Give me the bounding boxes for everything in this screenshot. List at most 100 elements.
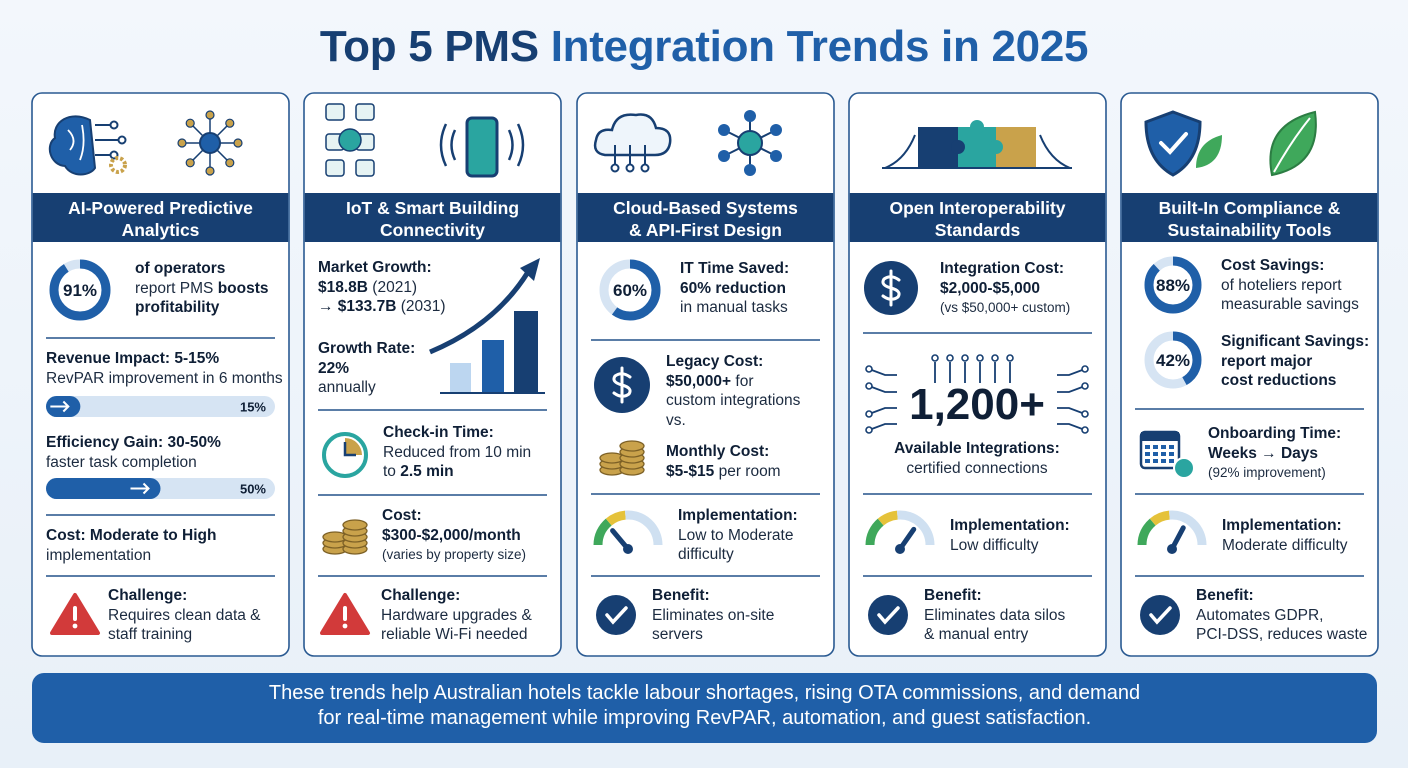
text-line: reliable Wi-Fi needed — [381, 625, 532, 645]
text: 60% reduction — [680, 279, 786, 297]
text: PCI-DSS, reduces waste — [1196, 626, 1368, 644]
text-block: Revenue Impact: 5-15% RevPAR improvement … — [46, 349, 283, 388]
text-line: of hoteliers report — [1221, 276, 1359, 296]
text-block: Cost Savings: of hoteliers report measurab… — [1221, 256, 1359, 315]
text-line: Benefit: — [652, 586, 774, 606]
text: implementation — [46, 546, 152, 564]
cloud-node — [640, 163, 650, 173]
text: report major — [1221, 352, 1313, 370]
wifi-arc — [439, 123, 448, 167]
bar-fill — [46, 478, 161, 499]
text-line: Eliminates on-site — [652, 606, 774, 626]
text: Implementation: — [678, 507, 798, 525]
text-line: measurable savings — [1221, 295, 1359, 315]
gear-icon — [109, 156, 127, 174]
text-line: Growth Rate: — [318, 339, 415, 359]
clock-fill — [345, 438, 362, 455]
chart-bar — [514, 311, 538, 393]
warning-mark — [343, 606, 347, 621]
text: Challenge: — [108, 587, 188, 605]
text-line: & API-First Design — [556, 220, 856, 242]
text-line: Eliminates data silos — [924, 606, 1065, 626]
cloud-node — [625, 163, 635, 173]
wifi-hub — [338, 128, 362, 152]
text-line: Moderate difficulty — [1222, 536, 1348, 556]
text-line: servers — [652, 625, 774, 645]
chart-bar — [482, 340, 504, 393]
text: in manual tasks — [680, 299, 788, 317]
text: reliable Wi-Fi needed — [381, 626, 528, 644]
circuit-end — [961, 354, 969, 362]
text-line: in manual tasks — [680, 298, 789, 318]
wifi-arc — [507, 129, 514, 161]
calendar-day — [1169, 445, 1174, 449]
text: (2031) — [396, 298, 446, 316]
gauge-arc — [865, 518, 884, 546]
text-line: Cost Savings: — [1221, 256, 1359, 276]
gauge-hub — [1167, 544, 1177, 554]
footer-band — [32, 673, 1377, 743]
text-line: IoT & Smart Building — [283, 198, 583, 220]
network-node — [233, 138, 243, 148]
text-line: profitability — [135, 298, 269, 318]
text-line: annually — [318, 378, 415, 398]
text: Onboarding Time: — [1208, 425, 1342, 443]
title-part: Integration Trends in 2025 — [550, 22, 1089, 71]
text: Benefit: — [924, 587, 982, 605]
calendar-day — [1161, 452, 1166, 456]
text: Eliminates data silos — [924, 606, 1066, 624]
calendar-clock — [1173, 457, 1195, 479]
text-line: certified connections — [827, 459, 1127, 479]
text: → $133.7B — [318, 298, 397, 316]
text: servers — [652, 626, 703, 644]
dollar-mark — [881, 269, 901, 307]
text: Eliminates on-site — [652, 606, 775, 624]
circuit-trace — [1057, 368, 1086, 376]
text: boosts — [217, 279, 269, 297]
text: Cost: Moderate to High — [46, 527, 217, 545]
text-line: Connectivity — [283, 220, 583, 242]
text: $50,000+ — [666, 372, 732, 390]
growth-arrow — [429, 270, 531, 355]
text: (2021) — [367, 278, 418, 296]
text: Benefit: — [652, 587, 710, 605]
text-block: Efficiency Gain: 30-50% faster task compl… — [46, 433, 221, 472]
text-line: vs. — [666, 411, 800, 431]
donut-label: 88% — [1156, 276, 1190, 295]
text: Open Interoperability — [889, 197, 1066, 218]
text: to — [383, 463, 401, 481]
text-line: to 2.5 min — [383, 462, 531, 482]
text-line: Hardware upgrades & — [381, 606, 532, 626]
text-line: $2,000-$5,000 — [940, 279, 1070, 299]
text-line: Open Interoperability — [828, 198, 1128, 220]
calendar-day — [1169, 459, 1174, 463]
check-mark — [1149, 606, 1172, 625]
gauge-arc — [624, 510, 663, 546]
gauge-arc — [593, 518, 612, 546]
calendar-day — [1153, 452, 1158, 456]
card-header-band — [32, 193, 289, 242]
text: difficulty — [678, 546, 734, 564]
calendar-day — [1153, 459, 1158, 463]
hub-node — [744, 164, 756, 176]
network-hub — [199, 132, 221, 154]
text: of hoteliers report — [1221, 276, 1342, 294]
device-tile — [355, 159, 375, 177]
bar-label: 15% — [240, 400, 266, 415]
text-line: Challenge: — [108, 586, 261, 606]
hub-node — [718, 124, 730, 136]
text-line: Reduced from 10 min — [383, 443, 531, 463]
text: per room — [714, 462, 781, 480]
text-block: Available Integrations: certified connect… — [827, 439, 1127, 478]
text-block: AI-Powered Predictive Analytics — [11, 198, 311, 242]
circuit-trace — [868, 407, 897, 415]
text-line: Built-In Compliance & — [1100, 198, 1400, 220]
circuit-end — [1081, 410, 1089, 418]
text: cost reductions — [1221, 372, 1337, 390]
cloud-node — [610, 163, 620, 173]
text: Hardware upgrades & — [381, 606, 532, 624]
growth-arrowhead — [520, 258, 540, 281]
calendar-day — [1161, 459, 1166, 463]
text: Standards — [934, 219, 1021, 240]
